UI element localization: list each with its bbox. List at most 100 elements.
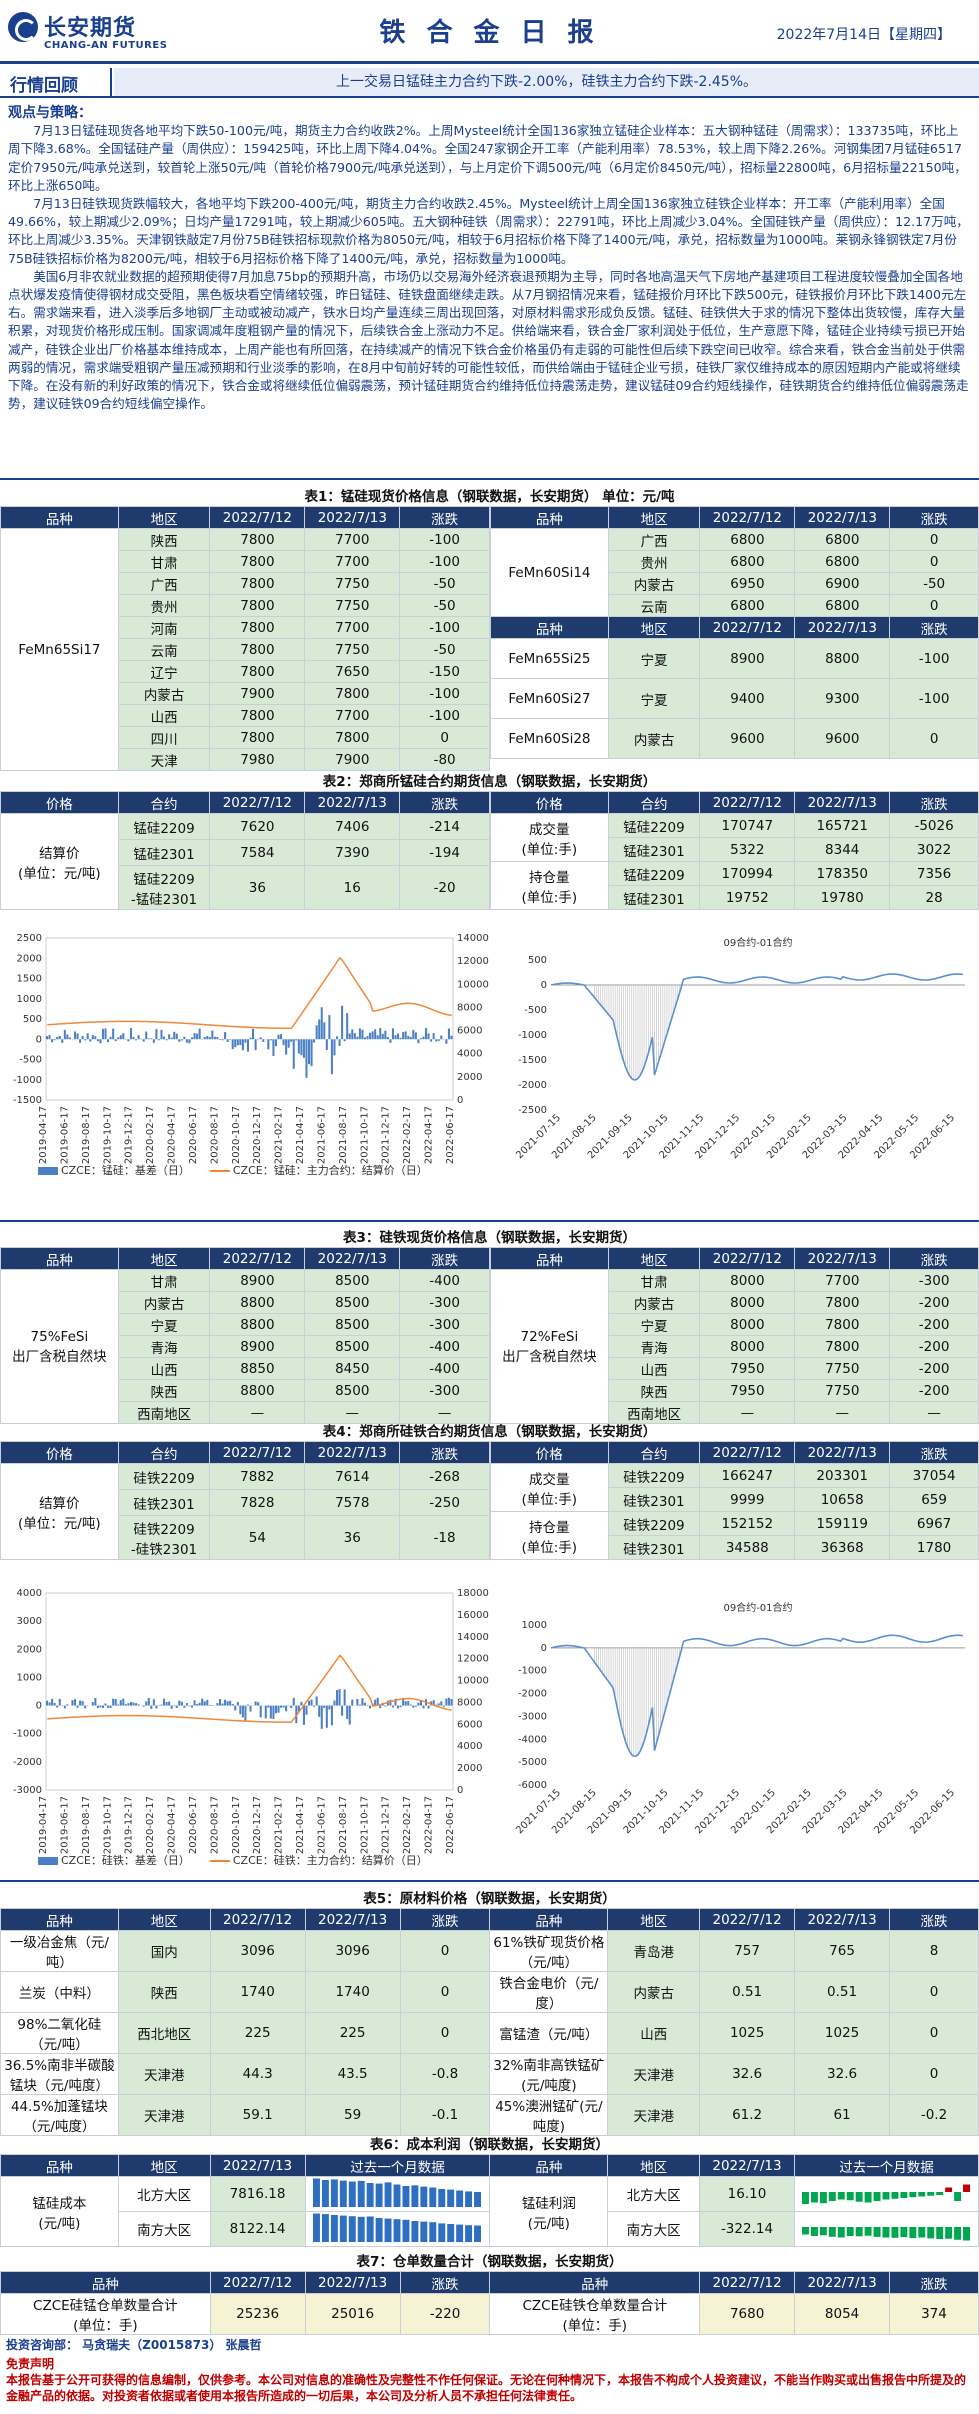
y-tick: -500 xyxy=(524,1005,547,1016)
basis-bar xyxy=(165,1039,168,1041)
basis-bar xyxy=(369,1705,372,1709)
legend-item: CZCE：硅铁：主力合约：结算价（日） xyxy=(209,1854,428,1867)
column-header: 2022/7/12 xyxy=(699,1908,796,1931)
y-tick: -6000 xyxy=(518,1780,547,1791)
basis-bar xyxy=(280,1034,283,1040)
y-right-tick: 0 xyxy=(457,1095,463,1106)
basis-bar xyxy=(414,1032,417,1040)
basis-bar xyxy=(145,1701,148,1706)
y-right-tick: 16000 xyxy=(457,1610,489,1621)
table-cell: -250 xyxy=(399,1489,490,1516)
table-cell: 南方大区 xyxy=(607,2211,701,2247)
table-row: 成交量 (单位:手) 锰硅2209 170747 165721 -5026 xyxy=(490,813,979,862)
table-cell: 7680 xyxy=(699,2293,796,2335)
y-left-tick: -3000 xyxy=(13,1785,42,1796)
basis-bar xyxy=(389,1039,392,1043)
table-row: 南方大区 8122.14 南方大区 -322.14 xyxy=(1,2211,979,2247)
table-cell: 25236 xyxy=(209,2293,306,2335)
spark-bar xyxy=(420,2186,428,2207)
row-group-label: 持仓量 (单位:手) xyxy=(490,861,609,910)
table-cell: 7584 xyxy=(209,839,306,866)
chart-title: 09合约-01合约 xyxy=(723,936,792,949)
table-cell: 9400 xyxy=(699,678,796,719)
spark-bar xyxy=(429,2187,437,2207)
spark-bar xyxy=(811,2192,819,2203)
table-cell: 8500 xyxy=(304,1291,401,1314)
table-cell: 锰硅2209 -锰硅2301 xyxy=(117,865,211,910)
basis-bar xyxy=(397,1705,400,1709)
spark-bar xyxy=(927,2192,935,2196)
y-left-tick: 2000 xyxy=(17,953,42,964)
table-cell: 贵州 xyxy=(117,594,211,617)
basis-bar xyxy=(313,1039,316,1043)
basis-bar xyxy=(122,1698,125,1706)
column-header: 2022/7/13 xyxy=(304,2271,401,2294)
table-cell: 7800 xyxy=(209,594,306,617)
table-row: 宁夏 8000 7800 -200 xyxy=(491,1313,979,1336)
table-cell: 云南 xyxy=(117,638,211,661)
basis-bar xyxy=(107,1705,110,1708)
y-tick: 0 xyxy=(541,1643,547,1654)
table-cell: 锰硅2301 xyxy=(607,837,701,862)
column-header: 2022/7/13 xyxy=(209,2154,306,2177)
table-cell: 7390 xyxy=(304,839,401,866)
basis-bar xyxy=(328,1015,331,1040)
basis-bar xyxy=(381,1033,384,1040)
spark-bar xyxy=(385,2218,393,2242)
basis-bar xyxy=(442,1705,445,1707)
market-review: 行情回顾 上一交易日锰硅主力合约下跌-2.00%，硅铁主力合约下跌-2.45%。 xyxy=(0,68,979,98)
table-cell: 6900 xyxy=(794,572,891,595)
spark-bar xyxy=(802,2192,810,2204)
basis-bar xyxy=(409,1036,412,1040)
table-cell: 锰硅2209 xyxy=(607,861,701,886)
view-strategy: 观点与策略： 7月13日锰硅现货各地平均下跌50-100元/吨，期货主力合约收跌… xyxy=(0,104,979,474)
table-cell: 富锰渣（元/吨） xyxy=(489,2012,609,2054)
spark-bar xyxy=(820,2192,828,2204)
table-cell: 天津港 xyxy=(117,2094,211,2136)
x-tick: 2020-10-17 xyxy=(231,1796,242,1854)
basis-bar xyxy=(435,1039,438,1042)
x-tick: 2020-06-17 xyxy=(188,1106,199,1164)
basis-bar xyxy=(63,1705,66,1709)
spark-bar xyxy=(954,2227,962,2240)
table-row: 贵州 7800 7750 -50 xyxy=(1,594,490,617)
table-row: 持仓量 (单位:手) 硅铁2209 152152 159119 6967 xyxy=(490,1511,979,1560)
basis-bar xyxy=(333,1700,336,1706)
basis-bar xyxy=(305,1705,308,1715)
basis-bar xyxy=(437,1703,440,1706)
basis-bar xyxy=(160,1704,163,1706)
column-header: 2022/7/13 xyxy=(794,616,891,639)
table-row: 持仓量 (单位:手) 锰硅2209 170994 178350 7356 xyxy=(490,861,979,910)
basis-bar xyxy=(147,1697,150,1706)
basis-bar xyxy=(341,1705,344,1716)
x-tick: 2020-04-17 xyxy=(167,1796,178,1854)
disclaimer-title: 免责声明 xyxy=(6,2357,55,2371)
spark-bar xyxy=(313,2178,321,2207)
sparkline xyxy=(802,2227,971,2241)
basis-bar xyxy=(440,1035,443,1040)
table-cell: -100 xyxy=(889,638,979,679)
table-cell: 6800 xyxy=(699,528,796,551)
table-row: 硅铁2209 -硅铁2301 54 36 -18 xyxy=(1,1515,490,1560)
table-cell: — xyxy=(889,1401,979,1424)
table-cell: 西北地区 xyxy=(117,2012,211,2054)
basis-bar xyxy=(234,1039,237,1048)
basis-bar xyxy=(211,1705,214,1706)
table4-left: 价格 合约 2022/7/12 2022/7/13 涨跌 结算价 (单位：元/吨) 硅铁22… xyxy=(0,1441,490,1560)
column-header: 合约 xyxy=(607,1441,701,1464)
row-group-label: 锰硅利润 (元/吨) xyxy=(489,2176,609,2247)
table-row: 辽宁 7800 7650 -150 xyxy=(1,660,490,683)
table-cell: -50 xyxy=(399,572,490,595)
basis-bar xyxy=(244,1039,247,1043)
table-cell: 锰硅2301 xyxy=(607,885,701,910)
spark-bar xyxy=(394,2184,401,2207)
basis-bar xyxy=(51,1698,54,1706)
table-cell: 7750 xyxy=(794,1379,891,1402)
table-row: 锰硅2209 -锰硅2301 36 16 -20 xyxy=(1,865,490,910)
table-cell: 25016 xyxy=(304,2293,401,2335)
column-header: 2022/7/12 xyxy=(699,616,796,639)
table-header-row: 品种 地区 2022/7/13 过去一个月数据 品种 地区 2022/7/13 过去一个月数据 xyxy=(0,2154,979,2177)
spark-bar xyxy=(927,2227,935,2239)
column-header: 品种 xyxy=(489,1908,609,1931)
spark-bar xyxy=(474,2225,482,2242)
